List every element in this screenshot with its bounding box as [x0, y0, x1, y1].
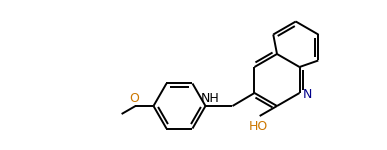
Text: NH: NH — [201, 92, 220, 105]
Text: O: O — [130, 92, 139, 105]
Text: HO: HO — [249, 120, 268, 133]
Text: N: N — [303, 87, 312, 100]
